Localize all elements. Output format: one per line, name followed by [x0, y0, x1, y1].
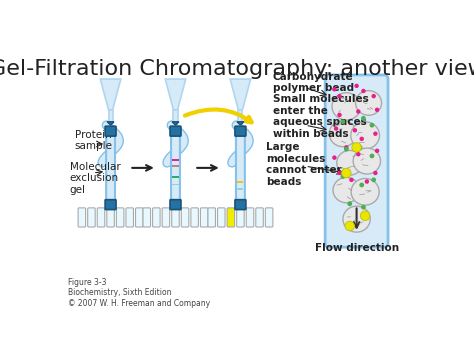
- Text: Flow direction: Flow direction: [315, 243, 399, 253]
- Ellipse shape: [334, 126, 338, 131]
- Bar: [173, 165, 179, 166]
- FancyBboxPatch shape: [106, 133, 115, 203]
- Ellipse shape: [356, 91, 382, 115]
- Ellipse shape: [359, 137, 364, 141]
- FancyBboxPatch shape: [325, 75, 388, 247]
- Ellipse shape: [337, 171, 342, 175]
- FancyBboxPatch shape: [117, 208, 124, 227]
- Ellipse shape: [370, 123, 374, 127]
- Bar: [173, 176, 179, 178]
- Ellipse shape: [373, 171, 378, 175]
- Text: Gel-Filtration Chromatography: another view: Gel-Filtration Chromatography: another v…: [0, 59, 474, 78]
- Polygon shape: [230, 79, 251, 110]
- Bar: [238, 110, 243, 122]
- Ellipse shape: [360, 211, 370, 220]
- Text: Carbohydrate
polymer bead: Carbohydrate polymer bead: [273, 72, 354, 93]
- Text: Large
molecules
cannot enter
beads: Large molecules cannot enter beads: [266, 142, 342, 187]
- Polygon shape: [172, 122, 179, 125]
- Ellipse shape: [353, 128, 357, 132]
- Bar: [237, 181, 244, 183]
- Bar: [109, 110, 113, 122]
- Ellipse shape: [356, 152, 361, 157]
- FancyBboxPatch shape: [237, 208, 244, 227]
- Ellipse shape: [332, 87, 337, 92]
- FancyBboxPatch shape: [171, 133, 180, 203]
- FancyBboxPatch shape: [227, 208, 235, 227]
- FancyBboxPatch shape: [105, 200, 116, 209]
- Ellipse shape: [340, 174, 346, 179]
- Ellipse shape: [373, 131, 378, 136]
- Ellipse shape: [371, 178, 376, 182]
- FancyBboxPatch shape: [191, 208, 199, 227]
- Ellipse shape: [375, 108, 379, 112]
- Ellipse shape: [370, 153, 374, 158]
- Ellipse shape: [351, 122, 380, 149]
- Ellipse shape: [359, 182, 364, 187]
- FancyBboxPatch shape: [236, 133, 245, 203]
- FancyBboxPatch shape: [136, 208, 143, 227]
- Bar: [173, 184, 179, 185]
- Ellipse shape: [355, 84, 359, 88]
- FancyBboxPatch shape: [170, 200, 181, 209]
- Bar: [173, 110, 178, 122]
- FancyBboxPatch shape: [162, 208, 170, 227]
- Ellipse shape: [344, 145, 348, 149]
- Ellipse shape: [352, 143, 361, 152]
- Ellipse shape: [337, 94, 342, 98]
- FancyBboxPatch shape: [181, 208, 189, 227]
- FancyBboxPatch shape: [88, 208, 95, 227]
- Ellipse shape: [332, 155, 337, 160]
- FancyBboxPatch shape: [126, 208, 134, 227]
- Bar: [173, 159, 179, 161]
- FancyBboxPatch shape: [153, 208, 160, 227]
- Ellipse shape: [337, 151, 363, 175]
- Polygon shape: [237, 122, 244, 125]
- Ellipse shape: [349, 178, 354, 182]
- FancyBboxPatch shape: [208, 208, 216, 227]
- Ellipse shape: [356, 109, 361, 114]
- Text: Figure 3-3
Biochemistry, Sixth Edition
© 2007 W. H. Freeman and Company: Figure 3-3 Biochemistry, Sixth Edition ©…: [68, 278, 210, 307]
- Polygon shape: [100, 79, 121, 110]
- FancyBboxPatch shape: [235, 200, 246, 209]
- Polygon shape: [107, 122, 114, 125]
- FancyBboxPatch shape: [78, 208, 86, 227]
- FancyBboxPatch shape: [246, 208, 254, 227]
- Ellipse shape: [344, 147, 349, 152]
- Ellipse shape: [333, 178, 360, 203]
- Ellipse shape: [340, 119, 346, 124]
- FancyBboxPatch shape: [107, 208, 114, 227]
- Ellipse shape: [332, 93, 361, 120]
- FancyBboxPatch shape: [256, 208, 264, 227]
- FancyBboxPatch shape: [218, 208, 225, 227]
- Ellipse shape: [365, 179, 369, 184]
- Ellipse shape: [345, 221, 355, 231]
- Ellipse shape: [361, 116, 366, 121]
- Ellipse shape: [329, 121, 356, 147]
- FancyBboxPatch shape: [172, 208, 179, 227]
- Ellipse shape: [372, 94, 376, 98]
- Ellipse shape: [361, 205, 366, 209]
- FancyBboxPatch shape: [170, 126, 181, 136]
- Ellipse shape: [342, 168, 351, 178]
- FancyBboxPatch shape: [265, 208, 273, 227]
- FancyBboxPatch shape: [235, 126, 246, 136]
- Polygon shape: [165, 79, 186, 110]
- FancyBboxPatch shape: [143, 208, 151, 227]
- FancyBboxPatch shape: [105, 126, 116, 136]
- Text: Molecular
exclusion
gel: Molecular exclusion gel: [70, 162, 120, 195]
- Ellipse shape: [343, 206, 370, 232]
- Text: Protein
sample: Protein sample: [75, 130, 113, 151]
- Ellipse shape: [353, 148, 381, 174]
- Bar: [237, 188, 244, 190]
- Ellipse shape: [357, 145, 363, 150]
- Ellipse shape: [361, 89, 365, 93]
- Ellipse shape: [351, 179, 379, 205]
- Ellipse shape: [337, 113, 342, 117]
- Ellipse shape: [347, 201, 352, 206]
- FancyBboxPatch shape: [201, 208, 208, 227]
- Text: Small molecules
enter the
aqueous spaces
within beads: Small molecules enter the aqueous spaces…: [273, 94, 369, 139]
- FancyBboxPatch shape: [97, 208, 105, 227]
- Ellipse shape: [375, 149, 379, 153]
